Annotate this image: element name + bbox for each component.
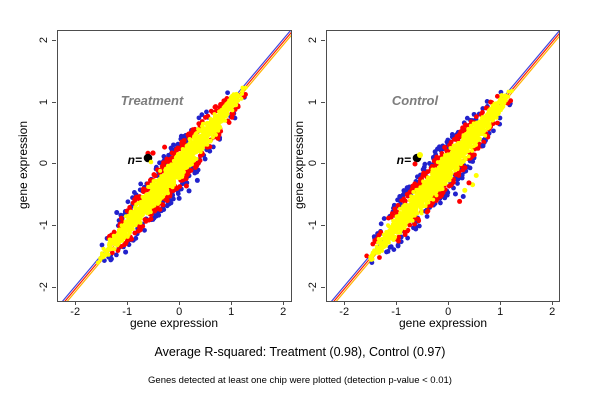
y-tick-label: -2 xyxy=(38,281,50,292)
x-tick-label: 1 xyxy=(497,306,504,318)
x-tick-label: 2 xyxy=(549,306,556,318)
y-tick-label: 0 xyxy=(307,160,319,167)
caption-note: Genes detected at least one chip were pl… xyxy=(148,375,452,386)
control-x-axis-label: gene expression xyxy=(398,316,488,330)
treatment-y-axis-label: gene expression xyxy=(16,120,30,210)
y-tick-mark xyxy=(321,101,325,103)
x-tick-label: -2 xyxy=(339,306,350,318)
y-tick-mark xyxy=(52,225,56,227)
x-tick-label: -1 xyxy=(122,306,133,318)
y-tick-mark xyxy=(321,39,325,41)
x-tick-mark xyxy=(231,301,233,305)
y-tick-label: 2 xyxy=(307,36,319,43)
y-tick-mark xyxy=(52,163,56,165)
y-tick-label: 0 xyxy=(38,160,50,167)
x-tick-label: 0 xyxy=(445,306,452,318)
x-tick-label: 2 xyxy=(280,306,287,318)
y-tick-label: -1 xyxy=(307,220,319,231)
x-tick-mark xyxy=(75,301,77,305)
n-count-label: n= xyxy=(128,153,142,167)
x-tick-mark xyxy=(552,301,554,305)
control-y-axis-label: gene expression xyxy=(292,120,306,210)
y-tick-mark xyxy=(321,225,325,227)
treatment-plot-area: n= xyxy=(57,30,292,302)
y-tick-label: -1 xyxy=(38,220,50,231)
y-tick-label: 2 xyxy=(38,36,50,43)
x-tick-label: -1 xyxy=(391,306,402,318)
y-tick-mark xyxy=(321,163,325,165)
y-tick-mark xyxy=(321,286,325,288)
n-count-label: n= xyxy=(397,153,411,167)
x-tick-label: -2 xyxy=(70,306,81,318)
x-tick-label: 1 xyxy=(228,306,235,318)
x-tick-mark xyxy=(127,301,129,305)
control-title: Control xyxy=(391,93,439,108)
x-tick-mark xyxy=(396,301,398,305)
scatter-plot-svg: n= xyxy=(61,31,291,301)
y-tick-mark xyxy=(52,286,56,288)
y-tick-mark xyxy=(52,101,56,103)
y-tick-mark xyxy=(52,39,56,41)
y-tick-label: 1 xyxy=(38,98,50,105)
treatment-title: Treatment xyxy=(120,93,184,108)
x-tick-mark xyxy=(344,301,346,305)
control-plot-area: n= xyxy=(326,30,560,302)
x-tick-mark xyxy=(283,301,285,305)
x-tick-mark xyxy=(500,301,502,305)
x-tick-mark xyxy=(179,301,181,305)
y-tick-label: -2 xyxy=(307,281,319,292)
treatment-x-axis-label: gene expression xyxy=(129,316,219,330)
x-tick-mark xyxy=(448,301,450,305)
scatter-plot-svg: n= xyxy=(330,31,559,301)
x-tick-label: 0 xyxy=(176,306,183,318)
caption-r-squared: Average R-squared: Treatment (0.98), Con… xyxy=(154,345,446,359)
y-tick-label: 1 xyxy=(307,98,319,105)
